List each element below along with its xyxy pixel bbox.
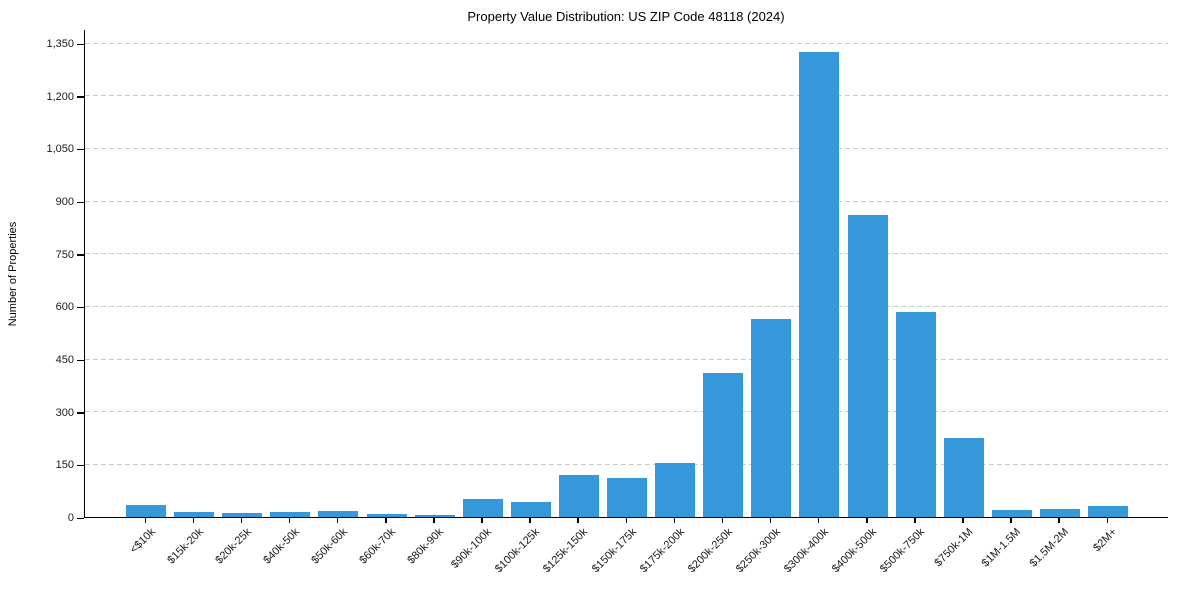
x-tick-label: $150k-175k: [589, 526, 639, 576]
y-tick-mark: [77, 359, 84, 361]
x-tick-label: $1.5M-2M: [1027, 526, 1072, 570]
chart-title: Property Value Distribution: US ZIP Code…: [467, 9, 785, 24]
x-tick-label: $250k-300k: [733, 526, 783, 576]
x-tick-label: $60k-70k: [357, 526, 398, 567]
x-tick-mark: [673, 518, 676, 523]
gridline-y-750: [85, 253, 1168, 255]
y-tick-label: 1,050: [46, 143, 74, 156]
x-tick-mark: [1058, 518, 1060, 523]
x-tick-mark: [288, 518, 291, 523]
y-tick-mark: [77, 43, 84, 46]
gridline-y-600: [85, 305, 1168, 307]
x-tick-mark: [866, 518, 868, 523]
x-tick-label: $100k-125k: [493, 526, 543, 576]
x-tick-label: $80k-90k: [405, 526, 447, 567]
x-tick-label: $20k-25k: [213, 526, 254, 567]
bar-19: [991, 509, 1032, 517]
x-tick-mark: [962, 518, 964, 523]
gridline-y-300: [85, 411, 1168, 413]
y-tick-label: 750: [55, 248, 74, 261]
y-tick-label: 1,350: [46, 38, 74, 51]
bar-10: [558, 474, 599, 517]
gridline-y-150: [85, 463, 1168, 465]
y-tick-label: 900: [55, 196, 74, 209]
x-tick-label: $50k-60k: [309, 526, 350, 567]
y-tick-mark: [77, 464, 84, 467]
bar-15: [799, 51, 840, 517]
bar-2: [174, 511, 215, 517]
x-tick-label: $175k-200k: [637, 526, 687, 576]
x-tick-mark: [433, 518, 435, 523]
bar-13: [703, 373, 744, 517]
gridline-y-900: [85, 200, 1168, 202]
y-tick-label: 600: [55, 301, 74, 314]
bar-8: [462, 499, 503, 517]
y-tick-mark: [77, 306, 84, 309]
bar-6: [366, 513, 407, 517]
y-tick-mark: [77, 96, 84, 98]
bar-7: [414, 515, 455, 517]
y-tick-label: 150: [55, 459, 74, 472]
x-tick-mark: [481, 518, 483, 523]
x-tick-label: $750k-1M: [932, 526, 976, 570]
bar-12: [655, 462, 696, 517]
bar-18: [943, 438, 984, 517]
bar-5: [318, 510, 359, 517]
x-tick-mark: [192, 518, 195, 523]
bar-11: [607, 478, 647, 517]
x-tick-label: $500k-750k: [877, 526, 928, 576]
y-tick-label: 0: [67, 512, 74, 524]
x-tick-mark: [577, 518, 579, 523]
y-tick-mark: [77, 201, 84, 204]
x-tick-label: $15k-20k: [165, 526, 206, 567]
bar-9: [510, 501, 551, 517]
bar-20: [1039, 509, 1080, 517]
x-tick-label: $40k-50k: [261, 526, 302, 567]
gridline-y-1050: [85, 147, 1168, 149]
gridline-y-450: [85, 358, 1168, 360]
x-tick-mark: [1106, 518, 1108, 523]
x-tick-label: <$10k: [127, 526, 158, 556]
x-tick-mark: [817, 518, 820, 523]
x-tick-label: $300k-400k: [781, 526, 831, 576]
x-tick-mark: [385, 518, 387, 523]
x-tick-mark: [721, 518, 724, 523]
x-tick-mark: [769, 518, 772, 523]
bar-4: [270, 512, 311, 517]
x-tick-label: $90k-100k: [449, 526, 495, 571]
y-tick-label: 1,200: [46, 90, 74, 103]
y-tick-mark: [77, 412, 84, 414]
plot-area: [84, 30, 1168, 518]
y-tick-label: 450: [55, 354, 74, 366]
gridline-y-1350: [85, 42, 1168, 44]
x-tick-label: $2M+: [1091, 526, 1120, 555]
x-tick-label: $125k-150k: [541, 526, 591, 576]
y-tick-mark: [77, 254, 84, 256]
y-tick-mark: [77, 148, 84, 151]
bar-1: [126, 504, 166, 517]
x-tick-mark: [240, 518, 243, 523]
bar-3: [222, 512, 263, 517]
y-tick-mark: [77, 517, 84, 519]
x-tick-label: $200k-250k: [685, 526, 735, 576]
x-tick-mark: [144, 518, 146, 523]
x-tick-mark: [914, 518, 916, 523]
x-tick-label: $1M-1.5M: [979, 526, 1024, 570]
x-tick-mark: [625, 518, 627, 523]
bar-16: [847, 215, 888, 517]
bar-17: [895, 311, 936, 517]
y-tick-label: 300: [55, 406, 74, 419]
x-tick-mark: [1010, 518, 1012, 523]
x-tick-mark: [336, 518, 339, 523]
bar-14: [751, 318, 792, 517]
x-tick-label: $400k-500k: [829, 526, 879, 576]
gridline-y-1200: [85, 95, 1168, 97]
x-tick-mark: [529, 518, 531, 523]
bar-21: [1088, 506, 1128, 517]
